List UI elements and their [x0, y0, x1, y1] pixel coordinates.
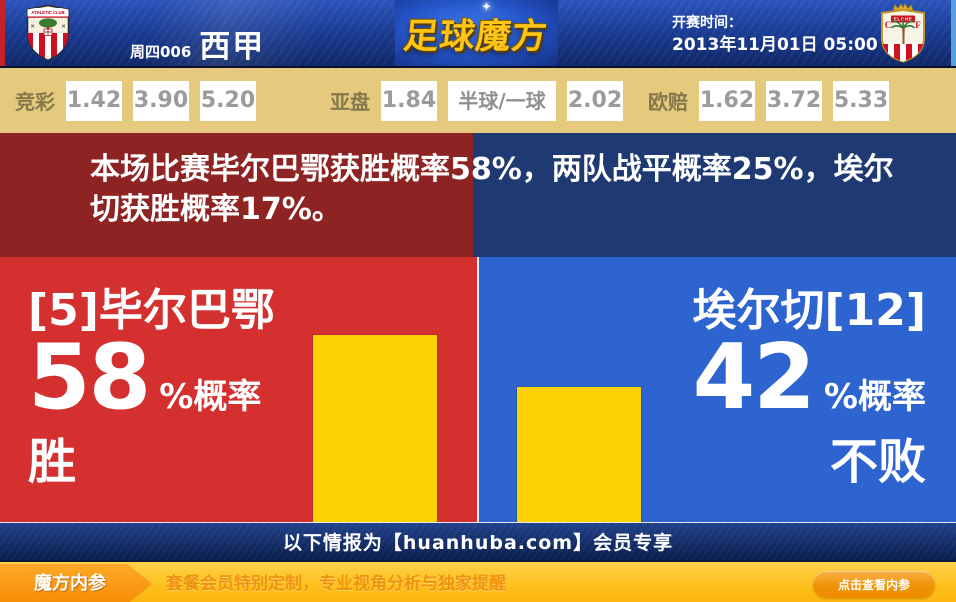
crest-tree-icon — [39, 18, 57, 28]
svg-text:✕: ✕ — [61, 24, 66, 30]
crest-palm-icon — [891, 19, 915, 44]
away-probability-value: 42 — [692, 325, 816, 430]
kickoff-label: 开赛时间： — [672, 15, 742, 31]
home-outcome: 胜 — [28, 434, 77, 490]
kickoff-info: 开赛时间： 2013年11月01日 05:00 — [672, 13, 878, 58]
probability-panel: [5]毕尔巴鄂 58 %概率 胜 埃尔切[12] 42 %概率 不败 — [0, 257, 956, 522]
members-bar: 以下情报为【huanhuba.com】会员专享 — [0, 522, 956, 560]
svg-text:✕: ✕ — [30, 24, 35, 30]
jingcai-draw-odds: 3.90 — [133, 80, 189, 121]
home-probability-row: 58 %概率 — [28, 325, 275, 430]
summary-banner-navy-bg — [473, 133, 956, 257]
oupei-label: 欧赔 — [648, 90, 688, 114]
members-bar-text: 以下情报为【huanhuba.com】会员专享 — [282, 532, 674, 554]
odds-group-yapan: 亚盘 1.84 半球/一球 2.02 — [330, 68, 623, 133]
away-probability-suffix: %概率 — [823, 377, 926, 417]
sparkle-icon: ✦ — [481, 0, 492, 15]
yapan-away-odds: 2.02 — [567, 80, 623, 121]
right-edge-stripe — [951, 0, 956, 66]
jingcai-away-odds: 5.20 — [200, 80, 256, 121]
site-logo-text: 足球魔方 — [402, 16, 551, 57]
league-name: 西甲 — [199, 29, 266, 65]
left-edge-stripe — [0, 0, 5, 66]
home-probability-suffix: %概率 — [159, 377, 262, 417]
promo-footer: 魔方内参 套餐会员特别定制，专业视角分析与独家提醒 点击查看内参 — [0, 560, 956, 602]
jingcai-home-odds: 1.42 — [66, 80, 122, 121]
home-probability-bar — [313, 335, 437, 522]
away-team-name: 埃尔切[12] — [692, 285, 926, 336]
kickoff-time: 2013年11月01日 05:00 — [672, 35, 878, 56]
away-crest-letter-right: F — [915, 20, 921, 30]
oupei-draw-odds: 3.72 — [766, 80, 822, 121]
view-insider-report-button[interactable]: 点击查看内参 — [813, 571, 935, 598]
away-crest-name: ELCHE — [894, 17, 913, 22]
odds-group-oupei: 欧赔 1.62 3.72 5.33 — [648, 68, 889, 133]
promo-text: 套餐会员特别定制，专业视角分析与独家提醒 — [166, 574, 506, 594]
away-outcome: 不败 — [829, 434, 926, 490]
match-code: 周四006 — [130, 43, 192, 61]
site-logo-panel: ✦ 足球魔方 — [395, 0, 558, 66]
summary-banner: 本场比赛毕尔巴鄂获胜概率58%，两队战平概率25%，埃尔切获胜概率17%。 — [0, 133, 956, 257]
home-team-crest-icon: ATHLETIC CLUB ✕ ✕ — [26, 4, 70, 61]
match-title: 周四006 西甲 — [130, 0, 265, 66]
home-team-block: [5]毕尔巴鄂 58 %概率 胜 — [28, 285, 275, 490]
home-probability-value: 58 — [28, 325, 151, 430]
odds-group-jingcai: 竞彩 1.42 3.90 5.20 — [15, 68, 256, 133]
home-crest-name: ATHLETIC CLUB — [31, 10, 64, 15]
odds-bar: 竞彩 1.42 3.90 5.20 亚盘 1.84 半球/一球 2.02 欧赔 … — [0, 68, 956, 133]
away-team-crest-icon: C F ELCHE — [881, 3, 925, 63]
jingcai-label: 竞彩 — [15, 90, 55, 114]
yapan-label: 亚盘 — [330, 90, 370, 114]
oupei-away-odds: 5.33 — [833, 80, 889, 121]
away-team-block: 埃尔切[12] 42 %概率 不败 — [692, 285, 926, 490]
summary-banner-red-bg — [0, 133, 473, 257]
away-probability-bar — [517, 387, 641, 522]
away-probability-row: 42 %概率 — [692, 325, 926, 430]
oupei-home-odds: 1.62 — [699, 80, 755, 121]
promo-badge: 魔方内参 — [0, 564, 152, 602]
crest-crown-icon — [892, 3, 914, 11]
yapan-handicap: 半球/一球 — [448, 80, 556, 121]
crest-stripes — [27, 33, 69, 60]
home-team-name: [5]毕尔巴鄂 — [28, 285, 275, 336]
yapan-home-odds: 1.84 — [381, 80, 437, 121]
panel-divider — [477, 257, 479, 522]
away-crest-letter-left: C — [885, 20, 892, 30]
summary-text: 本场比赛毕尔巴鄂获胜概率58%，两队战平概率25%，埃尔切获胜概率17%。 — [90, 152, 894, 227]
header-bar: ATHLETIC CLUB ✕ ✕ 周四006 西甲 ✦ 足球魔方 开赛时间： … — [0, 0, 956, 68]
